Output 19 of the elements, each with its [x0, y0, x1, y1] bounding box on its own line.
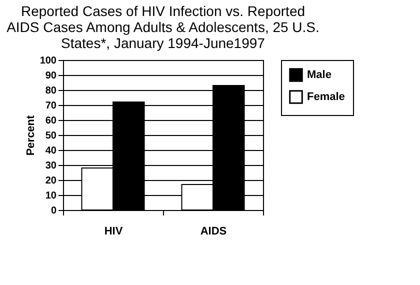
y-tick-label: 40 — [45, 146, 57, 156]
text: AIDS Cases Among Adults & Adolescents, 25 U.S. — [6, 19, 320, 35]
y-tick-label: 90 — [45, 70, 57, 82]
y-tick-label: 10 — [45, 190, 57, 202]
x-tick-label: HIV — [104, 226, 124, 238]
y-tick-label: 30 — [45, 160, 57, 172]
y-tick-label: 70 — [45, 100, 57, 112]
y-tick-label: 0 — [50, 206, 57, 216]
y-tick-label: 100 — [40, 56, 57, 66]
y-tick-label: 20 — [45, 176, 57, 186]
y-tick-label: 60 — [45, 116, 57, 126]
x-tick-label: AIDS — [200, 226, 227, 238]
text: States*, January 1994-June1997 — [61, 35, 265, 51]
legend-label: Male — [307, 69, 332, 81]
y-axis-title: Percent — [24, 114, 37, 156]
y-tick-label: 50 — [45, 130, 57, 142]
legend-label: Female — [307, 91, 345, 103]
y-tick-label: 80 — [45, 86, 57, 96]
text: Reported Cases of HIV Infection vs. Reported — [20, 3, 306, 19]
